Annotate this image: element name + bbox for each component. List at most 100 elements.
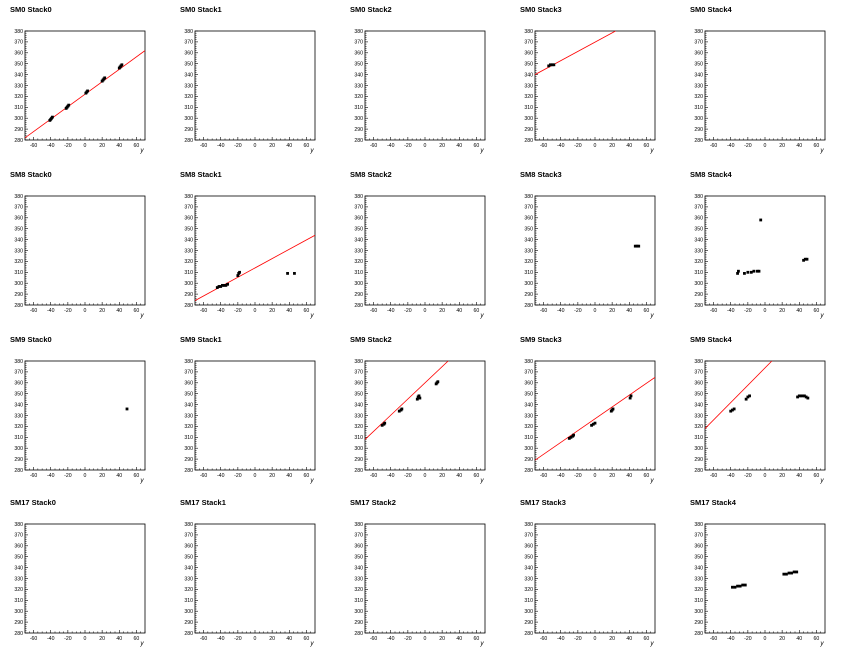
y-tick-label: 340 — [184, 237, 193, 243]
y-tick-label: 360 — [524, 216, 533, 222]
x-tick-label: 60 — [304, 308, 310, 314]
x-tick-label: 0 — [84, 636, 87, 642]
y-tick-label: 310 — [524, 105, 533, 111]
x-tick-label: 0 — [424, 636, 427, 642]
data-point — [743, 583, 747, 587]
y-tick-label: 380 — [184, 359, 193, 365]
x-axis-label: y — [819, 477, 824, 484]
y-tick-label: 280 — [524, 468, 533, 474]
y-tick-label: 370 — [524, 40, 533, 46]
x-tick-label: 0 — [594, 308, 597, 314]
y-tick-label: 330 — [524, 248, 533, 254]
y-tick-label: 330 — [14, 576, 23, 582]
x-tick-label: 0 — [254, 636, 257, 642]
y-tick-label: 280 — [184, 303, 193, 309]
data-point — [293, 271, 296, 275]
data-point — [748, 394, 751, 398]
panel-title: SM17 Stack2 — [350, 498, 396, 507]
y-tick-label: 350 — [354, 392, 363, 398]
data-point — [217, 285, 221, 288]
x-tick-label: 40 — [116, 473, 122, 479]
y-tick-label: 340 — [694, 237, 703, 243]
y-tick-label: 370 — [14, 205, 23, 211]
y-tick-label: 300 — [184, 281, 193, 287]
y-tick-label: 290 — [694, 127, 703, 133]
x-tick-label: -20 — [234, 308, 242, 314]
y-tick-label: 380 — [354, 522, 363, 528]
y-tick-label: 360 — [14, 544, 23, 550]
data-point — [67, 103, 71, 107]
x-tick-label: -60 — [200, 143, 208, 149]
x-tick-label: 20 — [779, 143, 785, 149]
y-tick-label: 300 — [694, 609, 703, 615]
y-tick-label: 290 — [184, 620, 193, 626]
panel-title: SM9 Stack3 — [520, 335, 562, 344]
x-tick-label: 60 — [304, 473, 310, 479]
x-tick-label: -60 — [710, 308, 718, 314]
panel: SM17 Stack0 280 290 300 310 320 330 340 350 360 37… — [10, 498, 146, 647]
plot-frame — [24, 360, 146, 471]
y-tick-label: 380 — [14, 194, 23, 200]
y-tick-label: 380 — [184, 522, 193, 528]
y-tick-label: 300 — [694, 116, 703, 122]
panel: SM0 Stack1 280 290 300 310 320 330 340 350 360 370… — [180, 5, 316, 154]
x-tick-label: -20 — [234, 636, 242, 642]
x-tick-label: 60 — [644, 473, 650, 479]
fit-line — [365, 361, 449, 440]
y-tick-label: 290 — [694, 620, 703, 626]
y-tick-label: 380 — [184, 29, 193, 35]
x-tick-label: 0 — [764, 473, 767, 479]
y-tick-label: 380 — [14, 522, 23, 528]
y-tick-label: 340 — [184, 402, 193, 408]
x-tick-label: 0 — [594, 636, 597, 642]
data-point — [790, 571, 793, 575]
y-tick-label: 300 — [354, 281, 363, 287]
y-tick-label: 280 — [14, 138, 23, 144]
data-point — [51, 115, 54, 119]
x-tick-label: -40 — [47, 636, 55, 642]
y-tick-label: 280 — [354, 138, 363, 144]
panel-title: SM8 Stack1 — [180, 170, 222, 179]
y-tick-label: 310 — [354, 270, 363, 276]
y-tick-label: 380 — [694, 522, 703, 528]
y-tick-label: 310 — [524, 435, 533, 441]
data-point — [222, 283, 226, 287]
y-tick-label: 370 — [524, 533, 533, 539]
x-tick-label: 40 — [286, 636, 292, 642]
y-tick-label: 290 — [694, 292, 703, 298]
panel-title: SM0 Stack0 — [10, 5, 52, 14]
y-tick-label: 330 — [354, 248, 363, 254]
y-tick-label: 300 — [694, 446, 703, 452]
data-point — [731, 408, 734, 412]
data-point — [221, 283, 224, 287]
plot-frame — [24, 30, 146, 141]
y-tick-label: 290 — [524, 127, 533, 133]
y-tick-label: 280 — [524, 631, 533, 637]
y-tick-label: 380 — [14, 29, 23, 35]
data-point — [796, 395, 799, 399]
y-tick-label: 360 — [524, 381, 533, 387]
y-tick-label: 380 — [354, 194, 363, 200]
y-tick-label: 310 — [354, 105, 363, 111]
x-tick-label: 0 — [84, 308, 87, 314]
data-point — [103, 76, 107, 80]
x-tick-label: 60 — [644, 636, 650, 642]
data-point — [741, 583, 745, 587]
x-tick-label: -40 — [47, 473, 55, 479]
y-tick-label: 330 — [184, 413, 193, 419]
x-axis-label: y — [819, 640, 824, 647]
y-tick-label: 320 — [184, 94, 193, 100]
y-tick-label: 290 — [354, 292, 363, 298]
x-tick-label: 20 — [609, 636, 615, 642]
panel: SM8 Stack1 280 290 300 310 320 330 340 350 360 370… — [180, 170, 316, 319]
x-tick-label: -40 — [727, 636, 735, 642]
y-tick-label: 340 — [524, 565, 533, 571]
panel: SM9 Stack3 280 290 300 310 320 330 340 350 360 370… — [520, 335, 656, 484]
plot-frame — [364, 523, 486, 634]
data-point — [236, 274, 240, 277]
data-point — [635, 244, 639, 248]
x-tick-label: 20 — [99, 143, 105, 149]
y-tick-label: 280 — [184, 468, 193, 474]
y-tick-label: 320 — [184, 424, 193, 430]
x-axis-label: y — [479, 147, 484, 154]
